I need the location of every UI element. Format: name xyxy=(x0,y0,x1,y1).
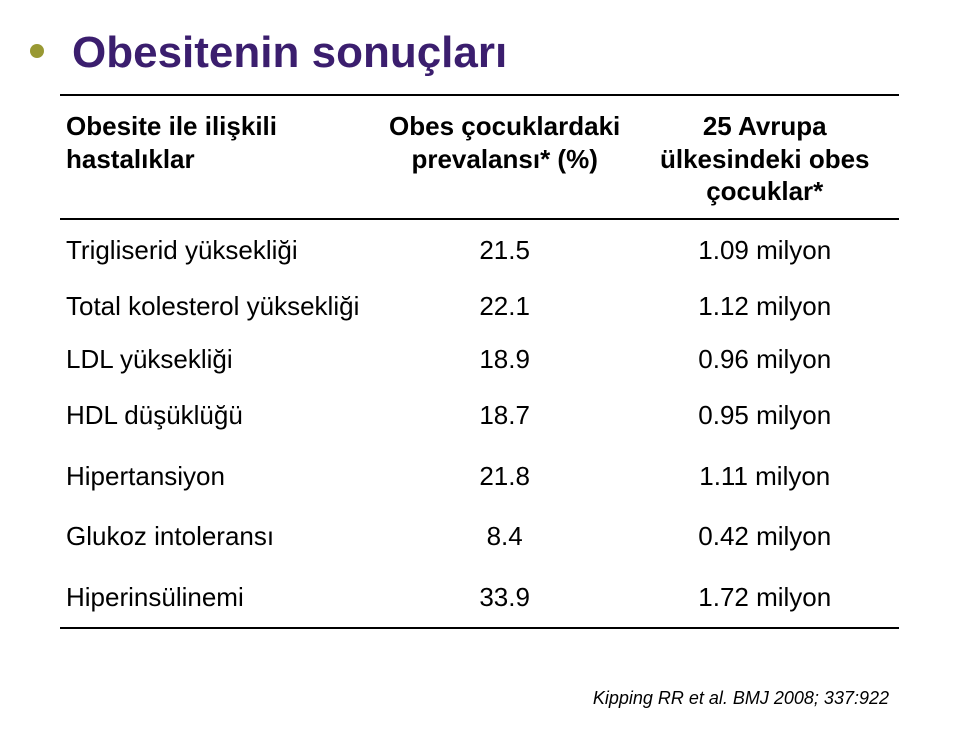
col-header-burden: 25 Avrupa ülkesindeki obes çocuklar* xyxy=(631,96,900,219)
cell-burden: 0.95 milyon xyxy=(631,385,900,446)
table-row: Total kolesterol yüksekliği 22.1 1.12 mi… xyxy=(60,280,899,333)
cell-prevalence: 22.1 xyxy=(379,280,631,333)
col-header-condition: Obesite ile ilişkili hastalıklar xyxy=(60,96,379,219)
cell-condition: HDL düşüklüğü xyxy=(60,385,379,446)
cell-prevalence: 18.7 xyxy=(379,385,631,446)
cell-prevalence: 33.9 xyxy=(379,567,631,629)
cell-burden: 1.09 milyon xyxy=(631,219,900,281)
cell-condition: Glukoz intoleransı xyxy=(60,506,379,567)
table-row: HDL düşüklüğü 18.7 0.95 milyon xyxy=(60,385,899,446)
cell-condition: Trigliserid yüksekliği xyxy=(60,219,379,281)
citation-text: Kipping RR et al. BMJ 2008; 337:922 xyxy=(593,688,889,709)
cell-prevalence: 8.4 xyxy=(379,506,631,567)
cell-condition: Total kolesterol yüksekliği xyxy=(60,280,379,333)
table-row: Hiperinsülinemi 33.9 1.72 milyon xyxy=(60,567,899,629)
cell-condition: LDL yüksekliği xyxy=(60,333,379,386)
table-row: Glukoz intoleransı 8.4 0.42 milyon xyxy=(60,506,899,567)
table-row: Hipertansiyon 21.8 1.11 milyon xyxy=(60,446,899,507)
cell-prevalence: 21.5 xyxy=(379,219,631,281)
slide-title: Obesitenin sonuçları xyxy=(72,28,899,78)
data-table: Obesite ile ilişkili hastalıklar Obes ço… xyxy=(60,96,899,629)
cell-burden: 1.72 milyon xyxy=(631,567,900,629)
col-header-prevalence: Obes çocuklardaki prevalansı* (%) xyxy=(379,96,631,219)
cell-burden: 1.12 milyon xyxy=(631,280,900,333)
cell-prevalence: 21.8 xyxy=(379,446,631,507)
table-row: LDL yüksekliği 18.9 0.96 milyon xyxy=(60,333,899,386)
cell-condition: Hiperinsülinemi xyxy=(60,567,379,629)
cell-burden: 0.96 milyon xyxy=(631,333,900,386)
cell-prevalence: 18.9 xyxy=(379,333,631,386)
cell-condition: Hipertansiyon xyxy=(60,446,379,507)
title-wrap: Obesitenin sonuçları xyxy=(60,28,899,78)
cell-burden: 0.42 milyon xyxy=(631,506,900,567)
title-bullet xyxy=(30,44,44,58)
table-header-row: Obesite ile ilişkili hastalıklar Obes ço… xyxy=(60,96,899,219)
cell-burden: 1.11 milyon xyxy=(631,446,900,507)
table-row: Trigliserid yüksekliği 21.5 1.09 milyon xyxy=(60,219,899,281)
slide: Obesitenin sonuçları Obesite ile ilişkil… xyxy=(0,0,959,743)
